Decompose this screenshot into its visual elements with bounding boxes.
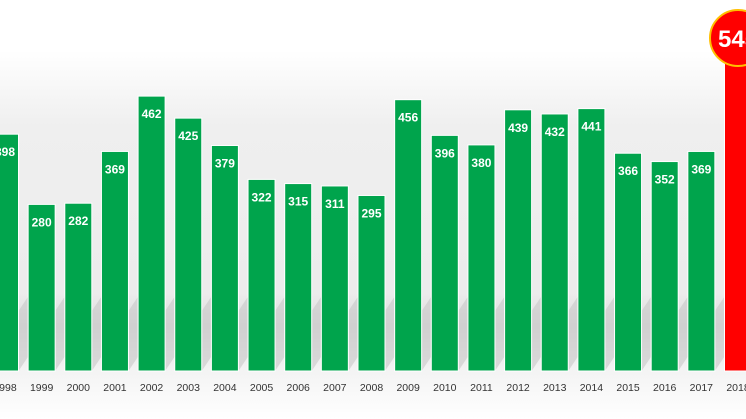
bar-2006 [284, 183, 313, 372]
bar-shadow [568, 296, 579, 371]
bar-shadow [165, 296, 176, 371]
bar-2005 [247, 178, 276, 372]
bar-shadow [275, 296, 286, 371]
data-label-2009: 456 [398, 111, 418, 125]
bar-shadow [348, 296, 359, 371]
x-tick-label-2005: 2005 [250, 382, 274, 394]
data-label-2008: 295 [361, 206, 381, 220]
bar-shadow [641, 296, 652, 371]
bar-2013 [540, 113, 569, 372]
x-tick-label-2000: 2000 [67, 382, 91, 394]
bar-shadow [238, 296, 249, 371]
bar-shadow [311, 296, 322, 371]
bar-shadow [458, 296, 469, 371]
bar-1998 [0, 133, 19, 372]
x-tick-label-2007: 2007 [323, 382, 347, 394]
data-label-2006: 315 [288, 195, 308, 209]
bar-shadow [91, 296, 102, 371]
bar-2001 [100, 150, 129, 372]
data-label-2014: 441 [581, 120, 601, 134]
bar-shadow [128, 296, 139, 371]
bar-2014 [577, 108, 606, 372]
x-tick-label-2008: 2008 [360, 382, 384, 394]
bar-2015 [614, 152, 643, 372]
bar-2016 [650, 161, 679, 372]
bar-shadow [18, 296, 29, 371]
bar-2002 [137, 95, 166, 372]
bar-shadow [201, 296, 212, 371]
data-label-2010: 396 [435, 146, 455, 160]
x-tick-label-1999: 1999 [30, 382, 54, 394]
data-label-2000: 282 [68, 214, 88, 228]
bar-shadow [531, 296, 542, 371]
data-label-2007: 311 [325, 197, 345, 211]
x-tick-label-2001: 2001 [103, 382, 127, 394]
bar-shadow [385, 296, 395, 371]
x-tick-label-2002: 2002 [140, 382, 164, 394]
bar-2004 [210, 144, 239, 372]
bar-2012 [504, 109, 533, 372]
data-label-2013: 432 [545, 125, 565, 139]
x-tick-label-2004: 2004 [213, 382, 237, 394]
x-tick-label-2015: 2015 [616, 382, 640, 394]
bar-2000 [64, 202, 93, 372]
bar-shadow [494, 296, 505, 371]
highlight-bubble [709, 9, 746, 67]
bar-2008 [357, 194, 386, 372]
x-tick-label-2006: 2006 [287, 382, 311, 394]
bar-2010 [430, 134, 459, 372]
data-label-2002: 462 [142, 107, 162, 121]
data-label-1998: 398 [0, 145, 15, 159]
data-label-2005: 322 [252, 190, 272, 204]
x-tick-label-2014: 2014 [580, 382, 604, 394]
x-tick-label-2018: 2018 [726, 382, 746, 394]
x-tick-label-2012: 2012 [506, 382, 530, 394]
data-label-2001: 369 [105, 162, 125, 176]
bar-2009 [394, 99, 423, 372]
bar-2007 [320, 185, 349, 372]
bar-shadow [678, 296, 689, 371]
x-tick-label-2017: 2017 [690, 382, 714, 394]
data-label-2015: 366 [618, 164, 638, 178]
data-label-2017: 369 [691, 162, 711, 176]
bar-2003 [174, 117, 203, 372]
x-tick-label-2010: 2010 [433, 382, 457, 394]
bar-shadow [421, 296, 432, 371]
data-label-2011: 380 [471, 156, 491, 170]
bar-2018 [724, 46, 746, 372]
bar-shadow [714, 296, 725, 371]
bar-2017 [687, 150, 716, 372]
data-label-2012: 439 [508, 121, 528, 135]
bar-shadow [55, 296, 66, 371]
x-tick-label-2009: 2009 [396, 382, 420, 394]
bar-2011 [467, 144, 496, 372]
x-tick-label-2013: 2013 [543, 382, 567, 394]
data-label-2016: 352 [655, 173, 675, 187]
x-tick-label-2016: 2016 [653, 382, 677, 394]
x-tick-label-2011: 2011 [470, 382, 493, 394]
bar-1999 [27, 203, 56, 372]
x-tick-label-2003: 2003 [177, 382, 201, 394]
data-label-2018: 545 [718, 26, 746, 53]
data-label-1999: 280 [32, 215, 52, 229]
data-label-2003: 425 [178, 129, 198, 143]
x-tick-label-1998: 1998 [0, 382, 17, 394]
bar-shadow [604, 296, 615, 371]
data-label-2004: 379 [215, 156, 235, 170]
